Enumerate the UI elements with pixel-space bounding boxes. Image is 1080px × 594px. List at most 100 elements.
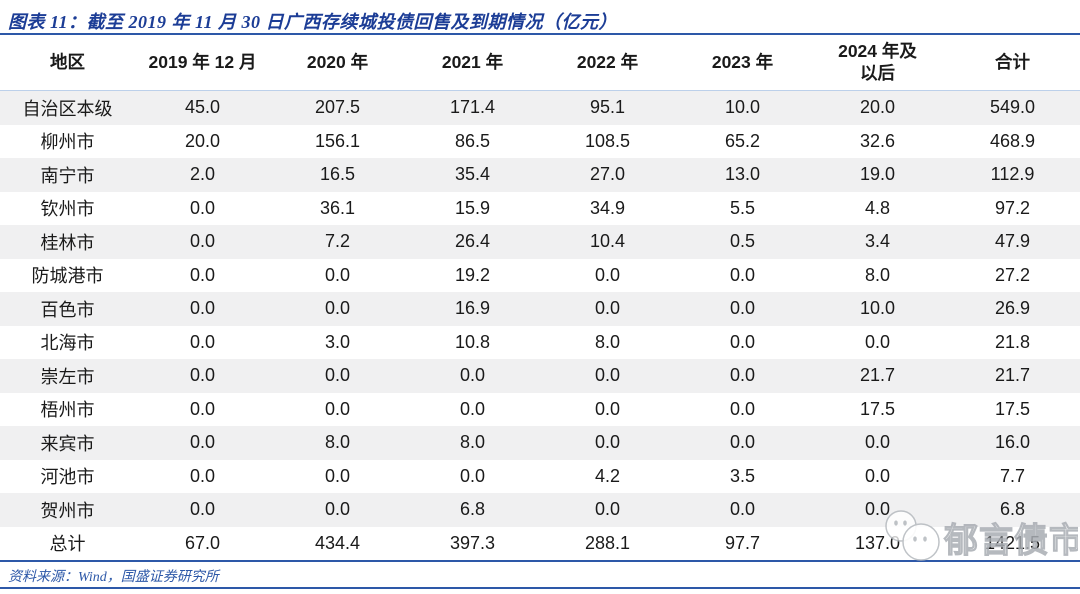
region-cell: 柳州市 <box>40 132 95 153</box>
region-cell: 百色市 <box>40 299 95 320</box>
table-row: 南宁市 2.0 16.5 35.4 27.0 13.0 19.0 112.9 <box>0 158 1080 192</box>
value-cell: 10.0 <box>859 298 896 319</box>
value-cell: 17.5 <box>994 398 1031 419</box>
region-cell: 总计 <box>49 534 86 555</box>
value-cell: 0.0 <box>459 465 486 486</box>
table-row: 防城港市 0.0 0.0 19.2 0.0 0.0 8.0 27.2 <box>0 259 1080 293</box>
value-cell: 0.0 <box>729 398 756 419</box>
value-cell: 0.0 <box>324 465 351 486</box>
value-cell: 15.9 <box>454 197 491 218</box>
value-cell: 397.3 <box>449 532 496 553</box>
value-cell: 0.0 <box>864 432 891 453</box>
region-cell: 来宾市 <box>40 433 95 454</box>
table-row: 来宾市 0.0 8.0 8.0 0.0 0.0 0.0 16.0 <box>0 426 1080 460</box>
value-cell: 7.7 <box>999 465 1026 486</box>
table-row: 桂林市 0.0 7.2 26.4 10.4 0.5 3.4 47.9 <box>0 225 1080 259</box>
value-cell: 4.8 <box>864 197 891 218</box>
value-cell: 67.0 <box>184 532 221 553</box>
value-cell: 97.2 <box>994 197 1031 218</box>
value-cell: 0.0 <box>189 432 216 453</box>
value-cell: 10.8 <box>454 331 491 352</box>
value-cell: 16.0 <box>994 432 1031 453</box>
source-note: 资料来源：Wind，国盛证券研究所 <box>8 570 219 585</box>
title-rule <box>0 33 1080 35</box>
value-cell: 36.1 <box>319 197 356 218</box>
value-cell: 1421.5 <box>984 532 1041 553</box>
value-cell: 288.1 <box>584 532 631 553</box>
value-cell: 4.2 <box>594 465 621 486</box>
value-cell: 5.5 <box>729 197 756 218</box>
table-row: 崇左市 0.0 0.0 0.0 0.0 0.0 21.7 21.7 <box>0 359 1080 393</box>
table-row: 百色市 0.0 0.0 16.9 0.0 0.0 10.0 26.9 <box>0 292 1080 326</box>
value-cell: 0.0 <box>459 365 486 386</box>
value-cell: 19.2 <box>454 264 491 285</box>
column-header: 2020 年 <box>270 35 405 91</box>
page-bottom-rule <box>0 587 1080 589</box>
value-cell: 8.0 <box>459 432 486 453</box>
table-row: 梧州市 0.0 0.0 0.0 0.0 0.0 17.5 17.5 <box>0 393 1080 427</box>
value-cell: 21.7 <box>859 365 896 386</box>
value-cell: 0.0 <box>324 298 351 319</box>
value-cell: 112.9 <box>990 164 1035 185</box>
value-cell: 0.0 <box>729 331 756 352</box>
table-row: 柳州市 20.0 156.1 86.5 108.5 65.2 32.6 468.9 <box>0 125 1080 159</box>
value-cell: 0.0 <box>324 499 351 520</box>
value-cell: 6.8 <box>459 499 486 520</box>
value-cell: 468.9 <box>989 130 1036 151</box>
table-header: 地区 2019 年 12 月 2020 年 2021 年 2022 年 2023 年 202… <box>0 35 1080 91</box>
value-cell: 8.0 <box>324 432 351 453</box>
value-cell: 207.5 <box>314 97 361 118</box>
value-cell: 32.6 <box>859 130 896 151</box>
value-cell: 3.5 <box>729 465 756 486</box>
region-cell: 崇左市 <box>40 366 95 387</box>
value-cell: 0.0 <box>189 398 216 419</box>
value-cell: 0.0 <box>189 298 216 319</box>
value-cell: 156.1 <box>314 130 361 151</box>
value-cell: 6.8 <box>999 499 1026 520</box>
value-cell: 86.5 <box>454 130 491 151</box>
value-cell: 0.0 <box>189 197 216 218</box>
region-cell: 钦州市 <box>40 199 95 220</box>
value-cell: 0.0 <box>594 264 621 285</box>
value-cell: 47.9 <box>994 231 1031 252</box>
value-cell: 10.4 <box>589 231 626 252</box>
value-cell: 21.8 <box>994 331 1031 352</box>
maturity-table: 地区 2019 年 12 月 2020 年 2021 年 2022 年 2023 年 202… <box>0 35 1080 560</box>
value-cell: 0.0 <box>189 365 216 386</box>
value-cell: 0.0 <box>729 365 756 386</box>
value-cell: 26.9 <box>994 298 1031 319</box>
value-cell: 21.7 <box>994 365 1031 386</box>
value-cell: 434.4 <box>314 532 361 553</box>
value-cell: 137.0 <box>854 532 901 553</box>
column-header: 2022 年 <box>540 35 675 91</box>
value-cell: 65.2 <box>724 130 761 151</box>
value-cell: 20.0 <box>859 97 896 118</box>
table-body: 自治区本级 45.0 207.5 171.4 95.1 10.0 20.0 549.0 柳州市 2… <box>0 90 1080 561</box>
table-row: 贺州市 0.0 0.0 6.8 0.0 0.0 0.0 6.8 <box>0 493 1080 527</box>
value-cell: 0.0 <box>189 331 216 352</box>
value-cell: 95.1 <box>589 97 626 118</box>
table-row-total: 总计 67.0 434.4 397.3 288.1 97.7 137.0 1421.5 <box>0 527 1080 561</box>
value-cell: 45.0 <box>184 97 221 118</box>
value-cell: 171.4 <box>449 97 496 118</box>
value-cell: 7.2 <box>324 231 351 252</box>
value-cell: 35.4 <box>454 164 491 185</box>
region-cell: 桂林市 <box>40 232 95 253</box>
value-cell: 0.0 <box>459 398 486 419</box>
value-cell: 0.0 <box>594 499 621 520</box>
region-cell: 河池市 <box>40 467 95 488</box>
region-cell: 防城港市 <box>31 266 104 287</box>
region-cell: 梧州市 <box>40 400 95 421</box>
value-cell: 0.0 <box>594 298 621 319</box>
value-cell: 0.0 <box>189 264 216 285</box>
value-cell: 0.0 <box>594 432 621 453</box>
value-cell: 0.5 <box>729 231 756 252</box>
value-cell: 34.9 <box>589 197 626 218</box>
region-cell: 南宁市 <box>40 165 95 186</box>
value-cell: 10.0 <box>724 97 761 118</box>
value-cell: 19.0 <box>859 164 896 185</box>
value-cell: 0.0 <box>729 298 756 319</box>
column-header: 2023 年 <box>675 35 810 91</box>
value-cell: 0.0 <box>864 499 891 520</box>
